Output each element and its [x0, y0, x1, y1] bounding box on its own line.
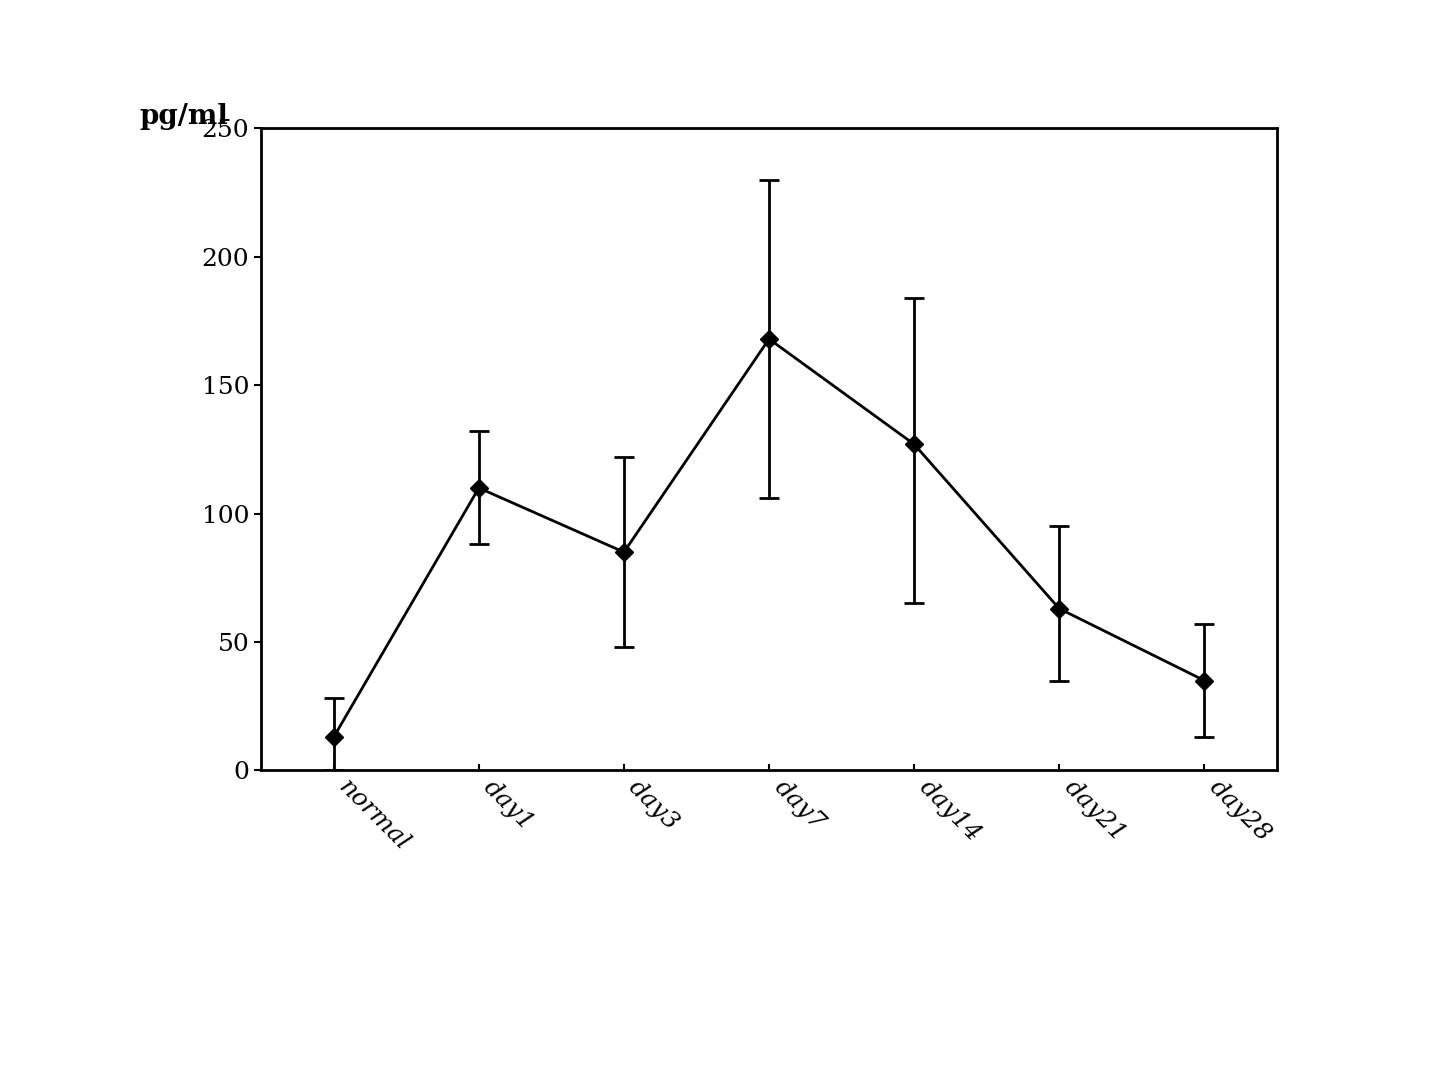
Text: pg/ml: pg/ml: [139, 103, 228, 129]
